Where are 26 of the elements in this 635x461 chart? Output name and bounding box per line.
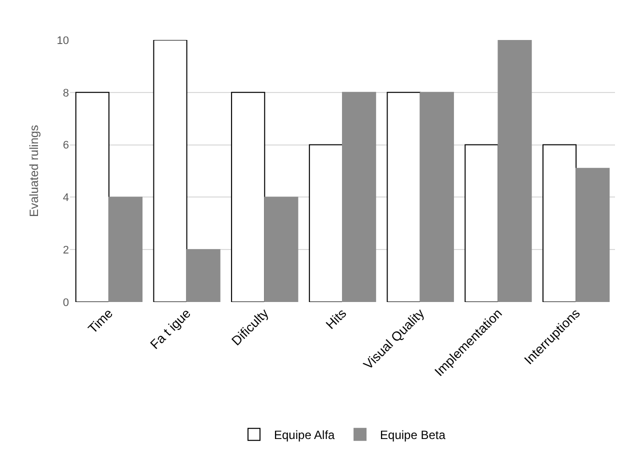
bar (231, 92, 266, 302)
y-axis-title: Evaluated rulings (27, 124, 42, 218)
bar (186, 249, 220, 302)
bar (386, 92, 421, 302)
bar (542, 144, 577, 302)
y-tick-label: 0 (62, 296, 69, 309)
bar (153, 40, 188, 302)
legend-label: Equipe Beta (380, 428, 446, 442)
bar (308, 144, 343, 302)
bar (342, 92, 376, 302)
y-tick-label: 2 (62, 244, 69, 256)
y-tick-label: 8 (62, 87, 69, 100)
y-tick-label: 6 (62, 140, 69, 152)
bar (576, 168, 610, 302)
bar (498, 40, 532, 302)
x-tick-label: Time (84, 306, 116, 336)
x-tick-label: Hits (322, 305, 350, 332)
legend-label: Equipe Alfa (274, 428, 336, 442)
bar (420, 92, 454, 302)
bar (464, 144, 499, 302)
bar (108, 196, 143, 302)
bar (264, 196, 298, 302)
y-tick-label: 4 (62, 192, 69, 204)
y-tick-label: 10 (56, 34, 69, 47)
bar (75, 92, 110, 302)
x-tick-label: Fa t igue (147, 306, 194, 352)
